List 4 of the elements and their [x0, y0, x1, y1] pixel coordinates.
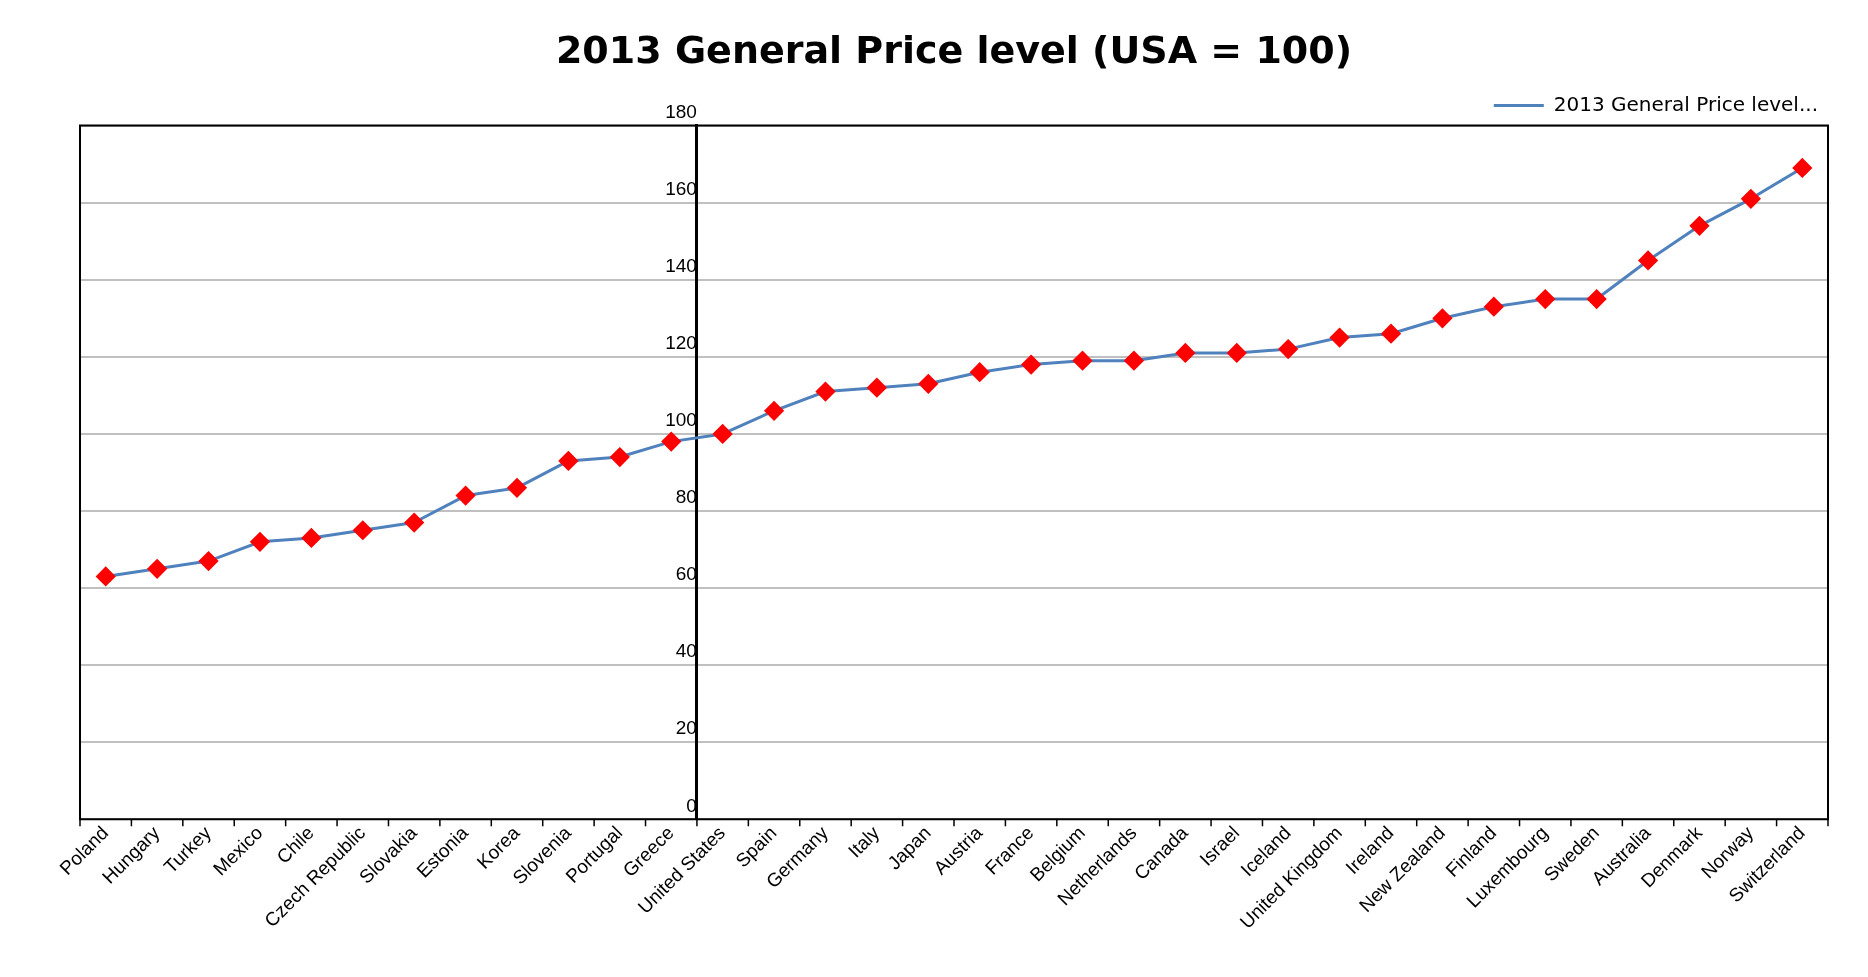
legend-label: 2013 General Price level... — [1553, 91, 1819, 116]
x-tick-label: Italy — [843, 821, 884, 862]
chart-title: 2013 General Price level (USA = 100) — [555, 27, 1353, 72]
y-tick-label: 180 — [665, 100, 697, 122]
